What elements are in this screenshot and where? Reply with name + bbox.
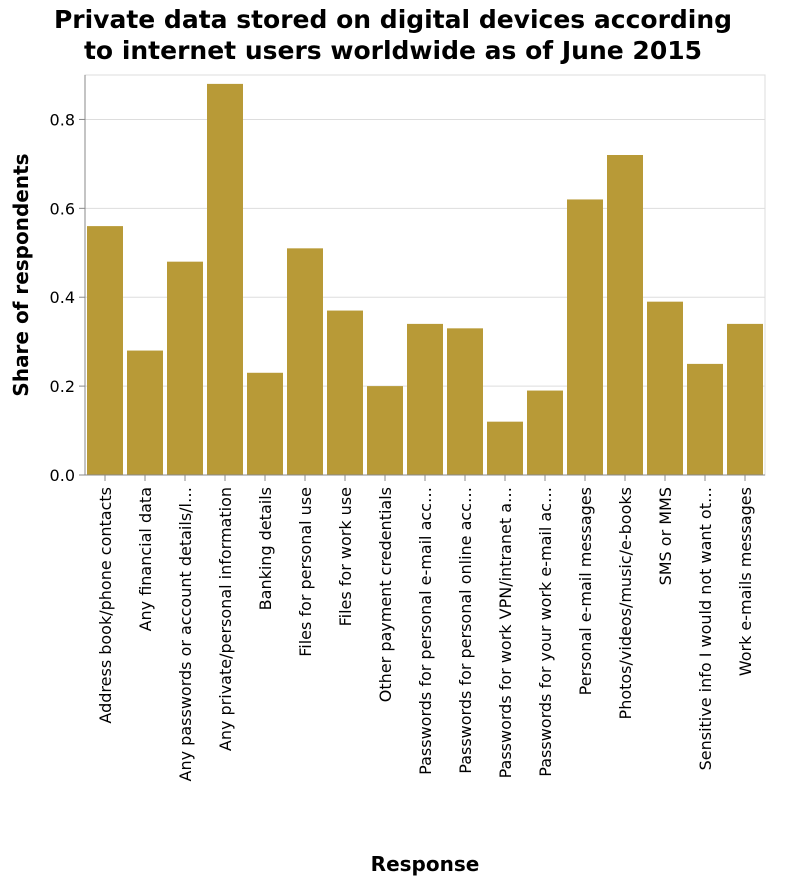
bar bbox=[607, 155, 643, 475]
bar bbox=[207, 83, 243, 475]
bar bbox=[327, 310, 363, 475]
bar bbox=[727, 323, 763, 475]
y-axis-title: Share of respondents bbox=[9, 153, 33, 396]
chart-title-line-2: to internet users worldwide as of June 2… bbox=[83, 36, 703, 65]
x-tick-label: Work e-mails messages bbox=[736, 487, 755, 676]
bar bbox=[567, 199, 603, 475]
chart-title: Private data stored on digital devices a… bbox=[0, 4, 786, 66]
bar bbox=[527, 390, 563, 475]
x-tick-label: Banking details bbox=[256, 487, 275, 610]
bar bbox=[247, 372, 283, 475]
x-tick-label: Passwords for your work e-mail ac… bbox=[536, 487, 555, 777]
y-tick-label: 0.4 bbox=[50, 288, 75, 307]
x-axis-title: Response bbox=[371, 852, 480, 876]
x-tick-label: Any financial data bbox=[136, 487, 155, 631]
bar bbox=[367, 386, 403, 475]
bar bbox=[87, 226, 123, 475]
x-tick-label: Files for work use bbox=[336, 487, 355, 626]
bar bbox=[687, 363, 723, 475]
x-tick-label: Any passwords or account details/l… bbox=[176, 487, 195, 781]
x-tick-label: Passwords for personal e-mail acc… bbox=[416, 487, 435, 775]
axes bbox=[79, 75, 765, 481]
bar bbox=[647, 301, 683, 475]
bars bbox=[87, 83, 763, 475]
x-tick-label: Personal e-mail messages bbox=[576, 487, 595, 695]
bar bbox=[487, 421, 523, 475]
bar bbox=[287, 248, 323, 475]
x-tick-label: Sensitive info I would not want ot… bbox=[696, 487, 715, 770]
x-tick-labels: Address book/phone contacts Any financial… bbox=[96, 487, 755, 781]
bar bbox=[167, 261, 203, 475]
y-tick-label: 0.8 bbox=[50, 110, 75, 129]
y-tick-label: 0.6 bbox=[50, 199, 75, 218]
bar bbox=[127, 350, 163, 475]
bar bbox=[447, 328, 483, 475]
x-tick-label: Passwords for personal online acc… bbox=[456, 487, 475, 774]
y-tick-labels: 0.0 0.2 0.4 0.6 0.8 bbox=[50, 110, 75, 485]
x-tick-label: Any private/personal information bbox=[216, 487, 235, 751]
y-tick-label: 0.0 bbox=[50, 466, 75, 485]
bar bbox=[407, 323, 443, 475]
chart-title-line-1: Private data stored on digital devices a… bbox=[53, 5, 733, 34]
x-tick-label: Address book/phone contacts bbox=[96, 487, 115, 724]
x-tick-label: SMS or MMS bbox=[656, 487, 675, 585]
y-tick-label: 0.2 bbox=[50, 377, 75, 396]
x-tick-label: Passwords for work VPN/intranet a… bbox=[496, 487, 515, 778]
x-tick-label: Files for personal use bbox=[296, 487, 315, 657]
x-tick-label: Other payment credentials bbox=[376, 487, 395, 702]
x-tick-label: Photos/videos/music/e-books bbox=[616, 487, 635, 719]
